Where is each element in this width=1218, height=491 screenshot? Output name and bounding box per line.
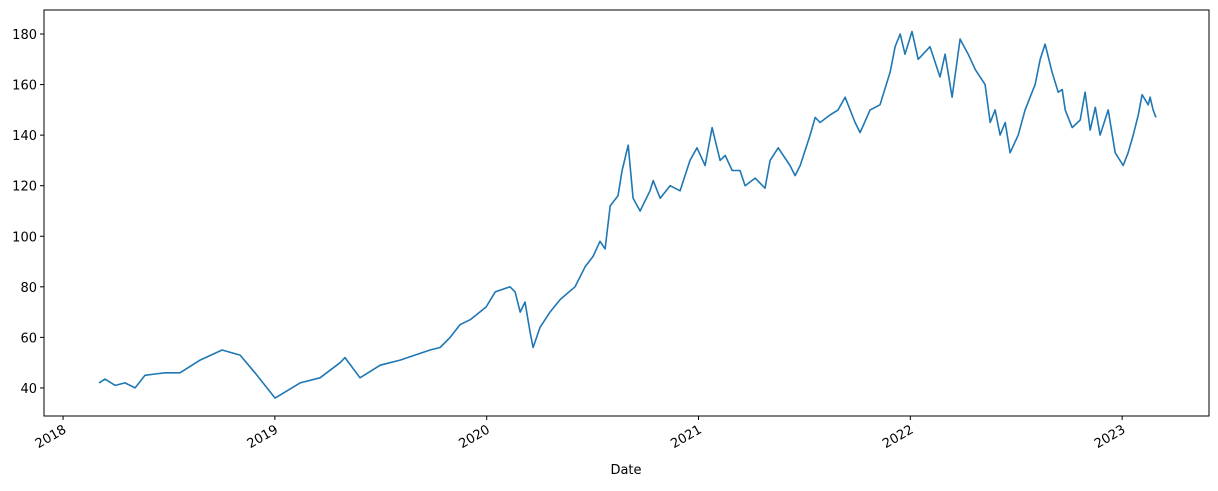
y-tick-label: 80: [20, 281, 37, 296]
x-tick-label: 2021: [668, 422, 704, 452]
x-tick-label: 2018: [33, 422, 69, 452]
x-tick-label: 2019: [245, 422, 281, 452]
y-tick-label: 60: [20, 331, 37, 346]
price-line: [98, 30, 1157, 399]
x-tick-label: 2022: [880, 422, 916, 452]
y-tick-label: 160: [12, 79, 37, 94]
x-tick-label: 2020: [457, 422, 493, 452]
plot-frame: [43, 9, 1210, 417]
y-tick-label: 140: [12, 129, 37, 144]
y-tick-label: 100: [12, 230, 37, 245]
x-tick-label: 2023: [1092, 422, 1128, 452]
x-axis-label: Date: [610, 463, 641, 478]
y-tick-label: 120: [12, 180, 37, 195]
y-tick-label: 180: [12, 28, 37, 43]
y-tick-label: 40: [20, 382, 37, 397]
